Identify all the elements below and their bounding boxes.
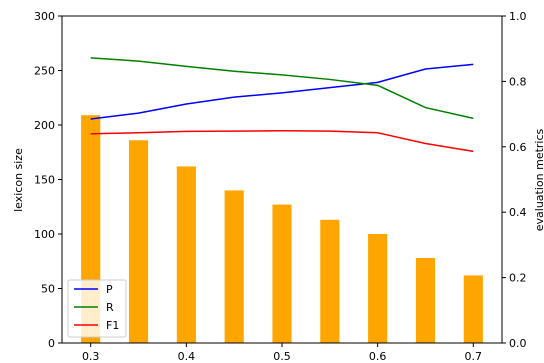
y-left-tick-label: 300	[34, 10, 55, 23]
y-right-tick-label: 0.4	[509, 206, 527, 219]
y-axis-left: 0 50 100 150 200 250 300	[34, 10, 62, 350]
y-left-tick-label: 100	[34, 228, 55, 241]
bar	[224, 190, 244, 343]
x-tick-label: 0.5	[273, 350, 291, 363]
legend-label-p: P	[106, 283, 113, 296]
y-axis-right-label: evaluation metrics	[533, 128, 544, 231]
legend-label-f1: F1	[106, 319, 119, 332]
y-right-tick-label: 0.0	[509, 337, 527, 350]
bar	[368, 234, 388, 343]
y-right-tick-label: 0.6	[509, 141, 527, 154]
series-line-r	[90, 57, 474, 120]
legend: PR F1	[67, 279, 127, 338]
y-left-tick-label: 0	[48, 337, 55, 350]
bar	[128, 140, 149, 343]
y-axis-right: 0.0 0.2 0.4 0.6 0.8 1.0	[502, 10, 527, 350]
series-line-f1	[90, 130, 474, 153]
y-axis-left-label: lexicon size	[12, 148, 25, 212]
x-tick-label: 0.4	[178, 350, 196, 363]
bar	[463, 275, 483, 343]
y-left-tick-label: 150	[34, 174, 55, 187]
y-right-tick-label: 0.8	[509, 75, 527, 88]
x-tick-label: 0.3	[82, 350, 100, 363]
x-axis: 0.3 0.4 0.5 0.6 0.7	[82, 343, 482, 363]
x-tick-label: 0.7	[465, 350, 483, 363]
bars-layer	[81, 115, 483, 343]
y-left-tick-label: 50	[41, 283, 55, 296]
y-right-tick-label: 1.0	[509, 10, 527, 23]
bar	[272, 204, 292, 343]
y-left-tick-label: 250	[34, 65, 55, 78]
y-right-tick-label: 0.2	[509, 272, 527, 285]
series-line-p	[90, 63, 474, 120]
bar	[320, 219, 340, 343]
y-left-tick-label: 200	[34, 119, 55, 132]
legend-box	[67, 279, 127, 338]
bar	[176, 166, 196, 343]
legend-label-r: R	[106, 301, 114, 314]
x-tick-label: 0.6	[369, 350, 387, 363]
bar	[415, 257, 436, 343]
lines-layer	[90, 57, 474, 153]
